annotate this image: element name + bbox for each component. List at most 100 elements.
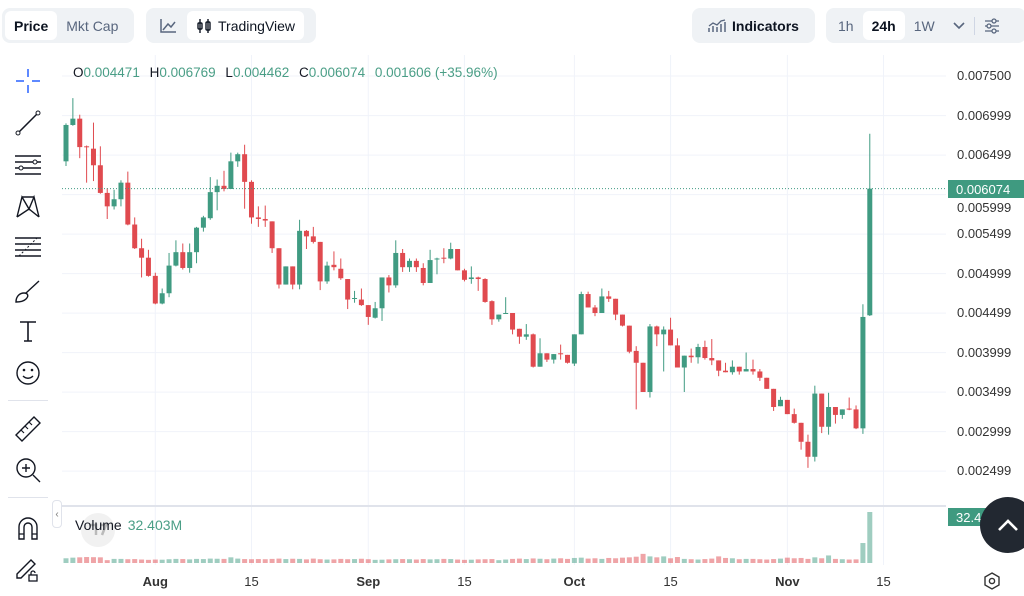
candle (427, 249, 433, 283)
text-tool[interactable] (0, 316, 56, 346)
price-axis-label: 0.007500 (957, 68, 1012, 83)
volume-bar (173, 558, 179, 563)
volume-bar (441, 558, 447, 563)
candle-body (736, 366, 742, 372)
time-axis-label: 15 (457, 574, 472, 589)
candle (455, 249, 461, 271)
candle (393, 240, 399, 288)
candle-body (413, 260, 419, 268)
lock-drawings-tool[interactable] (0, 554, 56, 584)
tradingview-button[interactable]: TradingView (187, 11, 305, 40)
candle-body (324, 265, 330, 282)
emoji-icon (16, 361, 40, 385)
candle (537, 338, 543, 367)
candle (276, 248, 282, 289)
volume-bar (819, 558, 825, 563)
volume-bar (90, 557, 96, 563)
crosshair-tool[interactable] (0, 66, 56, 96)
candle (194, 226, 200, 264)
axis-settings-button[interactable] (982, 571, 1002, 596)
candle (805, 434, 811, 468)
line-chart-button[interactable] (149, 11, 187, 40)
scroll-to-top-button[interactable] (980, 497, 1024, 553)
candle (757, 369, 763, 381)
tab-price[interactable]: Price (5, 11, 58, 40)
volume-bar (145, 559, 151, 563)
candle (166, 252, 172, 298)
candle (352, 290, 358, 303)
collapse-toolbar-button[interactable]: ‹ (52, 500, 62, 528)
candle (152, 272, 158, 305)
candle (90, 122, 96, 182)
candle (681, 355, 687, 392)
candle (647, 324, 653, 398)
volume-bar (709, 558, 715, 563)
ruler-tool[interactable] (0, 414, 56, 444)
candle-body (400, 252, 406, 268)
low-label: L (225, 65, 233, 80)
candle (97, 146, 103, 194)
volume-bar (338, 558, 344, 563)
fib-tool[interactable] (0, 232, 56, 262)
volume-bar (585, 558, 591, 563)
candle (187, 243, 193, 273)
tab-mkt-cap[interactable]: Mkt Cap (66, 17, 119, 34)
pattern-tool[interactable] (0, 191, 56, 221)
toolbar-divider (8, 400, 48, 401)
volume-bar (736, 559, 742, 563)
emoji-tool[interactable] (0, 358, 56, 388)
horizontal-lines-tool[interactable] (0, 149, 56, 179)
volume-bar (63, 558, 69, 563)
volume-bar (118, 558, 124, 563)
candle-body (819, 393, 825, 427)
candle (688, 348, 694, 363)
indicators-button[interactable]: Indicators (692, 8, 815, 43)
candle-body (592, 307, 598, 313)
chart-settings-button[interactable] (975, 11, 1009, 40)
timeframe-24h[interactable]: 24h (862, 11, 905, 40)
candle-body (132, 224, 138, 249)
candle (159, 288, 165, 305)
candle-body (551, 354, 557, 360)
candle (255, 206, 261, 227)
candle (743, 352, 749, 372)
tradingview-logo (81, 513, 115, 547)
brush-tool[interactable] (0, 276, 56, 306)
candle-body (832, 407, 838, 415)
volume-bar (516, 558, 522, 563)
candle (331, 251, 337, 271)
candle (145, 249, 151, 277)
volume-bar (427, 559, 433, 563)
candle (832, 407, 838, 424)
volume-bar (365, 559, 371, 563)
candle-body (228, 161, 234, 189)
magnet-tool[interactable] (0, 513, 56, 543)
zoom-in-tool[interactable] (0, 455, 56, 485)
volume-bar (413, 559, 419, 563)
change-value: 0.001606 (+35.96%) (374, 65, 498, 80)
time-axis-label: Oct (563, 574, 586, 589)
candle-body (640, 362, 646, 392)
volume-bar (262, 559, 268, 563)
volume-bar (867, 512, 873, 563)
candle (853, 405, 859, 430)
candle-body (386, 277, 392, 286)
candle-body (668, 329, 674, 346)
timeframe-more-dropdown[interactable] (944, 11, 974, 40)
candle (523, 324, 529, 340)
candle-body (757, 371, 763, 378)
trend-line-tool[interactable] (0, 108, 56, 138)
timeframe-1h[interactable]: 1h (838, 17, 854, 34)
volume-bar (702, 559, 708, 563)
candle (571, 334, 577, 366)
timeframe-1w[interactable]: 1W (913, 17, 935, 34)
candle-body (702, 346, 708, 359)
volume-bar (290, 558, 296, 563)
price-axis-label: 0.006499 (957, 147, 1012, 163)
candle (132, 217, 138, 250)
candle-body (812, 393, 818, 457)
text-icon (20, 321, 36, 342)
volume-bar (317, 559, 323, 563)
candle-body (248, 181, 254, 218)
